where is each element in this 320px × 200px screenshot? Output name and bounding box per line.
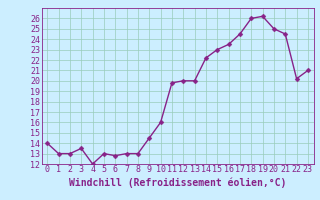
X-axis label: Windchill (Refroidissement éolien,°C): Windchill (Refroidissement éolien,°C) <box>69 177 286 188</box>
